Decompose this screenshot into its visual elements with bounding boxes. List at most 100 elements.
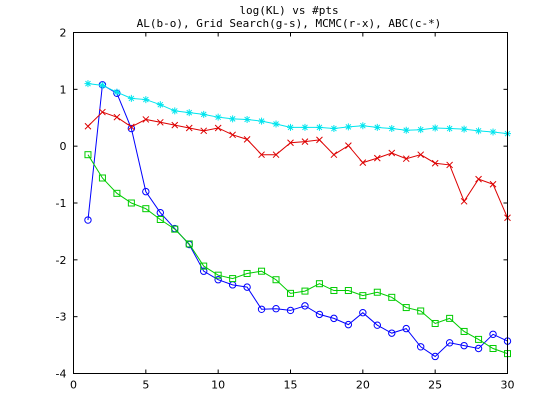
y-tick-label: 0 xyxy=(60,140,67,153)
data-point xyxy=(373,123,381,131)
data-point xyxy=(142,96,150,104)
data-point xyxy=(301,287,309,295)
data-point xyxy=(402,155,410,163)
data-point xyxy=(156,208,165,217)
data-point xyxy=(272,151,280,159)
data-point xyxy=(315,280,323,288)
data-point xyxy=(344,287,352,295)
data-point xyxy=(258,151,265,159)
series-line xyxy=(87,154,508,355)
x-tick-label: 10 xyxy=(211,379,225,392)
series-r-x xyxy=(84,108,511,222)
x-tick-label: 15 xyxy=(284,379,298,392)
data-point xyxy=(446,314,454,322)
data-point xyxy=(243,269,251,277)
data-point xyxy=(229,131,236,139)
data-point xyxy=(489,180,497,188)
data-point xyxy=(84,80,92,88)
data-point xyxy=(373,288,381,296)
data-point xyxy=(200,127,208,135)
data-point xyxy=(301,138,309,145)
data-point xyxy=(156,101,164,109)
data-point xyxy=(171,107,179,115)
data-point xyxy=(243,283,251,291)
data-point xyxy=(373,154,381,162)
data-point xyxy=(301,302,309,310)
series-line xyxy=(87,83,508,358)
series-c-* xyxy=(84,80,511,138)
data-point xyxy=(475,175,482,183)
y-tick-label: -2 xyxy=(56,254,67,267)
data-point xyxy=(417,126,425,134)
data-point xyxy=(287,123,294,131)
data-point xyxy=(417,151,425,159)
data-point xyxy=(315,310,324,319)
data-point xyxy=(229,115,237,123)
data-point xyxy=(330,314,338,323)
data-point xyxy=(460,197,468,205)
data-point xyxy=(402,304,410,312)
data-point xyxy=(359,292,367,300)
data-point xyxy=(214,271,222,279)
data-point xyxy=(388,329,396,337)
data-point xyxy=(359,159,367,167)
data-point xyxy=(475,335,483,343)
data-point xyxy=(301,123,309,131)
chart-subtitle: AL(b-o), Grid Search(g-s), MCMC(r-x), AB… xyxy=(137,17,442,30)
data-point xyxy=(258,267,266,275)
plot-frame xyxy=(73,32,508,374)
data-point xyxy=(98,81,106,89)
data-point xyxy=(258,117,266,125)
chart-title: log(KL) vs #pts xyxy=(239,4,338,17)
data-point xyxy=(489,330,497,338)
data-point xyxy=(84,151,92,159)
data-point xyxy=(388,293,396,301)
data-point xyxy=(185,109,193,117)
data-point xyxy=(200,267,208,275)
data-point xyxy=(402,126,410,134)
data-point xyxy=(142,116,150,123)
data-point xyxy=(489,344,497,352)
data-point xyxy=(287,139,294,147)
data-point xyxy=(128,123,135,131)
data-point xyxy=(417,343,425,351)
x-tick-label: 0 xyxy=(70,379,77,392)
data-point xyxy=(445,339,454,347)
data-point xyxy=(272,305,280,313)
data-point xyxy=(286,306,295,315)
data-point xyxy=(446,161,453,169)
y-tick-label: 1 xyxy=(60,83,67,96)
data-point xyxy=(460,125,468,133)
data-point xyxy=(489,128,497,136)
data-point xyxy=(287,289,294,297)
data-point xyxy=(272,120,280,128)
data-point xyxy=(257,305,266,313)
data-point xyxy=(99,108,106,116)
data-point xyxy=(344,123,352,131)
data-point xyxy=(127,94,135,102)
data-point xyxy=(388,125,396,133)
data-point xyxy=(142,205,150,213)
data-point xyxy=(330,125,338,133)
x-tick-label: 5 xyxy=(142,379,149,392)
data-point xyxy=(474,344,483,353)
data-point xyxy=(359,308,367,317)
x-tick-label: 30 xyxy=(501,379,515,392)
data-point xyxy=(330,151,338,159)
series-line xyxy=(87,83,508,135)
data-point xyxy=(345,142,352,149)
y-tick-label: -4 xyxy=(56,368,67,381)
data-point xyxy=(373,321,381,329)
data-point xyxy=(214,113,222,121)
data-point xyxy=(243,115,251,123)
data-point xyxy=(431,352,439,361)
data-point xyxy=(171,121,179,129)
data-point xyxy=(127,199,135,207)
x-tick-label: 20 xyxy=(356,379,370,392)
series-g-s xyxy=(84,151,511,358)
data-point xyxy=(214,124,222,132)
data-point xyxy=(344,320,353,329)
data-point xyxy=(127,124,136,133)
y-tick-label: -3 xyxy=(56,311,67,324)
